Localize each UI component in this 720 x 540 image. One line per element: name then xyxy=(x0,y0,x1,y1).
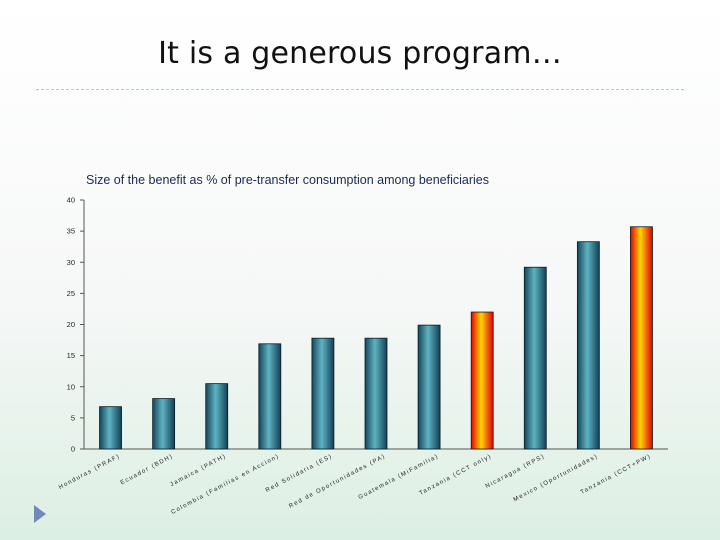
y-tick-label: 40 xyxy=(67,196,75,205)
x-tick-label: Red de Oportunidades (PA) xyxy=(288,453,387,509)
bars xyxy=(99,226,653,450)
bar-1 xyxy=(99,406,122,450)
bar-4 xyxy=(258,343,282,450)
bar-3 xyxy=(205,383,229,450)
bar-11 xyxy=(630,226,653,450)
bar-5 xyxy=(311,337,335,450)
play-arrow-icon[interactable] xyxy=(34,505,46,523)
x-tick-label: Mexico (Oportunidades) xyxy=(513,453,600,503)
y-tick-label: 15 xyxy=(67,351,75,360)
bar-9 xyxy=(523,266,547,450)
bar-2 xyxy=(152,398,176,450)
y-tick-label: 35 xyxy=(67,227,75,236)
y-tick-label: 25 xyxy=(67,289,75,298)
chart-title: Size of the benefit as % of pre-transfer… xyxy=(86,173,489,187)
bar-8 xyxy=(470,311,494,450)
x-tick-label: Honduras (PRAF) xyxy=(58,453,121,491)
y-tick-label: 5 xyxy=(71,413,75,422)
y-tick-label: 10 xyxy=(67,382,75,391)
x-tick-label: Colombia (Familias en Accion) xyxy=(171,453,281,515)
title-divider xyxy=(36,89,684,90)
x-tick-label: Ecuador (BDH) xyxy=(120,453,175,486)
bar-7 xyxy=(417,324,441,450)
y-tick-label: 20 xyxy=(67,320,75,329)
bar-6 xyxy=(364,337,388,450)
bar-10 xyxy=(576,241,600,450)
y-tick-label: 0 xyxy=(71,445,75,454)
x-axis-labels: Honduras (PRAF)Ecuador (BDH)Jamaica (PAT… xyxy=(58,453,652,515)
slide-title: It is a generous program… xyxy=(158,36,562,71)
x-tick-label: Jamaica (PATH) xyxy=(169,453,227,488)
y-tick-label: 30 xyxy=(67,258,75,267)
